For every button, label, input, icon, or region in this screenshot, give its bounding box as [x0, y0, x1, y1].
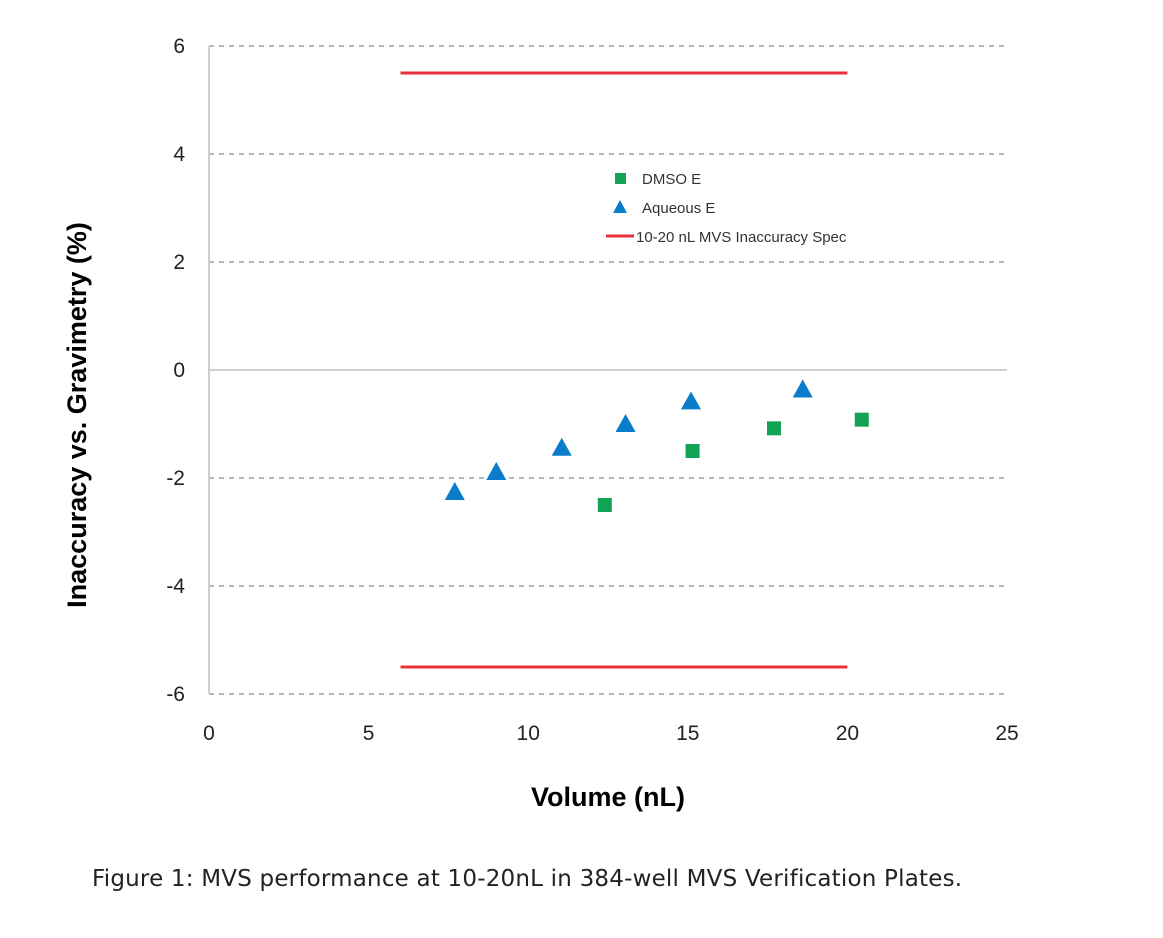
- data-points: [444, 379, 869, 512]
- dmso-point: [597, 498, 612, 512]
- aqueous-point: [444, 482, 465, 501]
- y-tick-label: -6: [166, 683, 185, 706]
- dmso-point: [766, 421, 781, 436]
- y-tick-label: 2: [173, 251, 185, 274]
- y-axis-title: Inaccuracy vs. Gravimetry (%): [62, 222, 92, 608]
- x-tick-labels: 0 5 10 15 20 25: [203, 722, 1019, 745]
- aqueous-point: [792, 379, 813, 398]
- y-tick-label: -2: [166, 467, 185, 490]
- legend-label: 10-20 nL MVS Inaccuracy Spec: [636, 229, 847, 246]
- y-tick-label: 0: [173, 359, 185, 382]
- y-tick-label: 6: [173, 35, 185, 58]
- figure-caption: Figure 1: MVS performance at 10-20nL in …: [92, 866, 963, 892]
- x-tick-label: 15: [676, 722, 699, 745]
- scatter-chart: -6 -4 -2 0 2 4 6 0 5 10 15 20 25 DMSO E Aqueous E 10-…: [62, 35, 1019, 812]
- legend: DMSO E Aqueous E 10-20 nL MVS Inaccuracy S…: [606, 171, 847, 246]
- dmso-point: [854, 412, 869, 427]
- dmso-point: [685, 444, 700, 458]
- y-tick-labels: -6 -4 -2 0 2 4 6: [166, 35, 185, 706]
- legend-label: DMSO E: [642, 171, 701, 188]
- aqueous-point: [680, 391, 701, 410]
- spec-lines: [400, 71, 848, 669]
- y-tick-label: 4: [173, 143, 185, 166]
- aqueous-point: [551, 437, 572, 456]
- x-axis-title: Volume (nL): [531, 782, 685, 812]
- grid: [209, 45, 1007, 695]
- aqueous-point: [486, 462, 507, 481]
- x-tick-label: 20: [836, 722, 859, 745]
- x-tick-label: 5: [363, 722, 375, 745]
- legend-triangle-icon: [613, 200, 627, 213]
- x-tick-label: 0: [203, 722, 215, 745]
- y-tick-label: -4: [166, 575, 185, 598]
- legend-square-icon: [615, 173, 626, 184]
- aqueous-point: [615, 414, 636, 432]
- legend-label: Aqueous E: [642, 200, 715, 217]
- x-tick-label: 25: [995, 722, 1018, 745]
- x-tick-label: 10: [517, 722, 540, 745]
